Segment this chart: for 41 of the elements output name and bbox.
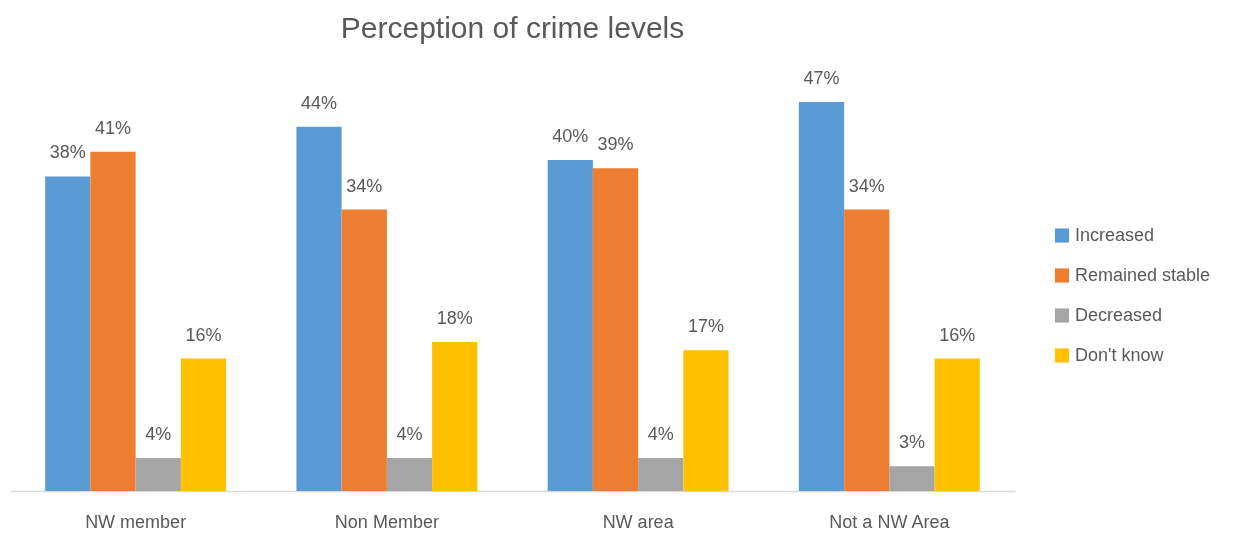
data-label: 34% [848,175,885,196]
data-label: 4% [396,423,423,444]
bar [592,168,639,491]
bar [889,466,935,491]
data-label: 41% [95,117,132,138]
x-tick-label: NW member [85,511,187,532]
data-label: 38% [49,142,86,163]
bar [296,126,342,491]
bar [638,457,684,491]
bar [90,151,136,491]
data-label: 18% [436,308,473,329]
data-label: 34% [346,175,383,196]
bar [798,102,845,491]
legend-label: Decreased [1075,304,1163,325]
data-label: 4% [647,423,674,444]
bar [432,342,478,491]
data-label: 40% [552,125,589,146]
data-label: 17% [687,316,724,337]
legend-label: Increased [1075,224,1155,245]
bar [135,457,181,491]
data-label: 16% [185,324,222,345]
bar [547,159,593,491]
data-label: 3% [898,432,925,453]
data-label: 44% [301,92,338,113]
legend-label: Remained stable [1075,264,1211,285]
bar [341,209,387,491]
legend-label: Don't know [1075,344,1165,365]
x-tick-label: Non Member [334,511,439,532]
x-tick-label: NW area [602,511,675,532]
bar [45,176,91,491]
data-label: 4% [145,423,172,444]
bar [844,209,890,491]
chart-title: Perception of crime levels [340,11,685,44]
bar [683,350,729,491]
data-label: 39% [597,134,634,155]
x-tick-label: Not a NW Area [829,511,951,532]
bar [386,457,433,491]
bar [180,358,227,491]
data-label: 16% [939,324,976,345]
data-label: 47% [803,68,840,88]
bar [934,358,980,491]
